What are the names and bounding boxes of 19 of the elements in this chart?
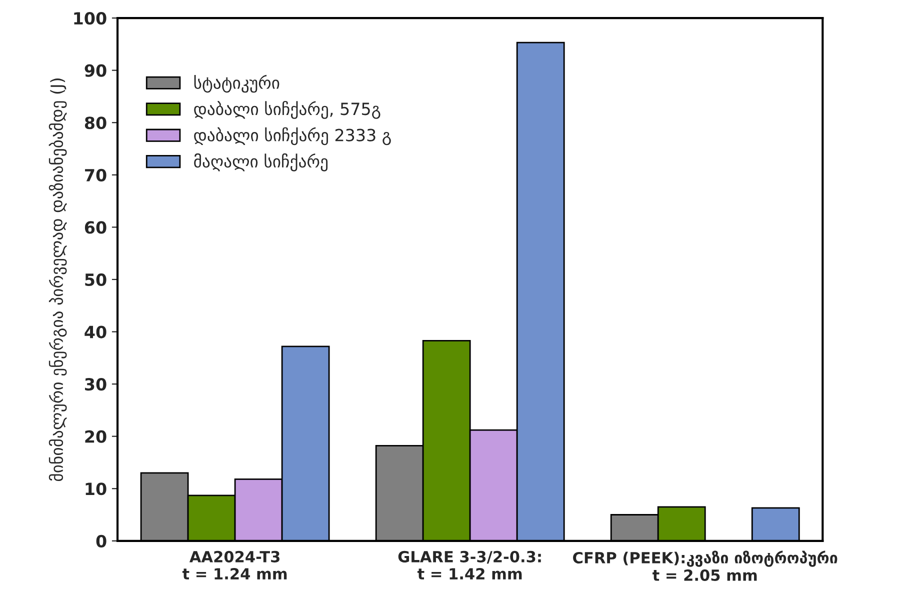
x-tick-label: CFRP (PEEK):კვაზი იზოტროპური t = 2.05 mm [573,550,838,581]
y-tick-label: 80 [84,116,106,130]
y-tick-label: 60 [84,221,106,234]
y-tick-label: 10 [86,482,106,496]
x-tick-label: GLARE 3-3/2-0.3: t = 1.42 mm [398,550,541,580]
y-tick-label: 100 [74,12,106,25]
x-tick-label: AA2024-T3 t = 1.24 mm [182,550,287,580]
y-axis-title: მინიმალური ენერგია პირველად დაზიანებამდე (J) [48,78,67,482]
y-tick-label: 20 [85,430,106,443]
y-tick-label: 40 [84,326,106,338]
legend-label: დაბალი სიჩქარე 2333 გ [194,127,391,146]
y-tick-label: 50 [85,273,106,286]
legend-label: მაღალი სიჩქარე [194,153,328,172]
y-tick-label: 70 [85,168,106,182]
legend-label: დაბალი სიჩქარე, 575გ [194,101,380,119]
legend-label: სტატიკური [194,74,280,93]
y-tick-label: 90 [84,64,106,77]
y-tick-label: 30 [85,378,106,391]
y-tick-label: 0 [96,534,106,548]
